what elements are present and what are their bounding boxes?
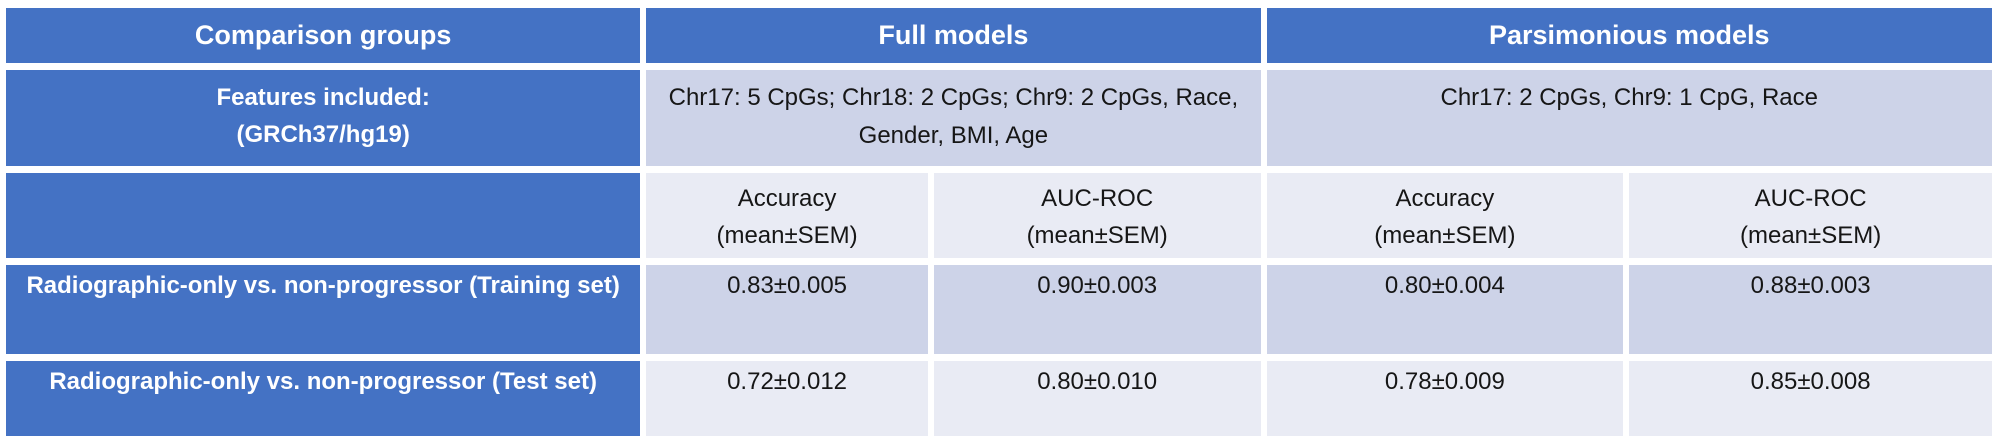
header-full-models: Full models xyxy=(646,8,1261,63)
header-row: Comparison groups Full models Parsimonio… xyxy=(6,8,1992,63)
value-full-accuracy-test: 0.72±0.012 xyxy=(646,361,928,436)
value-full-accuracy-training: 0.83±0.005 xyxy=(646,265,928,354)
metric-header-accuracy-full: Accuracy (mean±SEM) xyxy=(646,173,928,258)
features-parsimonious-cell: Chr17: 2 CpGs, Chr9: 1 CpG, Race xyxy=(1266,70,1992,166)
mean-sem-label: (mean±SEM) xyxy=(1374,222,1516,249)
value-full-auc-training: 0.90±0.003 xyxy=(933,265,1261,354)
mean-sem-label: (mean±SEM) xyxy=(716,222,858,249)
accuracy-label: Accuracy xyxy=(737,185,837,212)
value-parsimonious-auc-training: 0.88±0.003 xyxy=(1629,265,1992,354)
header-parsimonious-models: Parsimonious models xyxy=(1266,8,1992,63)
metric-header-accuracy-parsimonious: Accuracy (mean±SEM) xyxy=(1266,173,1624,258)
metric-header-auc-full: AUC-ROC (mean±SEM) xyxy=(933,173,1261,258)
features-row: Features included: (GRCh37/hg19) Chr17: … xyxy=(6,70,1992,166)
training-set-row: Radiographic-only vs. non-progressor (Tr… xyxy=(6,265,1992,354)
value-parsimonious-accuracy-test: 0.78±0.009 xyxy=(1266,361,1624,436)
features-label-line1: Features included: xyxy=(216,84,430,111)
metric-header-row: Accuracy (mean±SEM) AUC-ROC (mean±SEM) A… xyxy=(6,173,1992,258)
metric-header-auc-parsimonious: AUC-ROC (mean±SEM) xyxy=(1629,173,1992,258)
auc-roc-label: AUC-ROC xyxy=(1041,185,1154,212)
features-full-cell: Chr17: 5 CpGs; Chr18: 2 CpGs; Chr9: 2 Cp… xyxy=(646,70,1261,166)
value-parsimonious-accuracy-training: 0.80±0.004 xyxy=(1266,265,1624,354)
auc-roc-label: AUC-ROC xyxy=(1754,185,1867,212)
row-label-training: Radiographic-only vs. non-progressor (Tr… xyxy=(6,265,641,354)
mean-sem-label: (mean±SEM) xyxy=(1740,222,1882,249)
accuracy-label: Accuracy xyxy=(1395,185,1495,212)
value-full-auc-test: 0.80±0.010 xyxy=(933,361,1261,436)
row-label-test: Radiographic-only vs. non-progressor (Te… xyxy=(6,361,641,436)
mean-sem-label: (mean±SEM) xyxy=(1026,222,1168,249)
features-label-line2: (GRCh37/hg19) xyxy=(236,121,410,148)
spacer-cell xyxy=(6,173,641,258)
header-comparison-groups: Comparison groups xyxy=(6,8,641,63)
test-set-row: Radiographic-only vs. non-progressor (Te… xyxy=(6,361,1992,436)
value-parsimonious-auc-test: 0.85±0.008 xyxy=(1629,361,1992,436)
features-label-cell: Features included: (GRCh37/hg19) xyxy=(6,70,641,166)
